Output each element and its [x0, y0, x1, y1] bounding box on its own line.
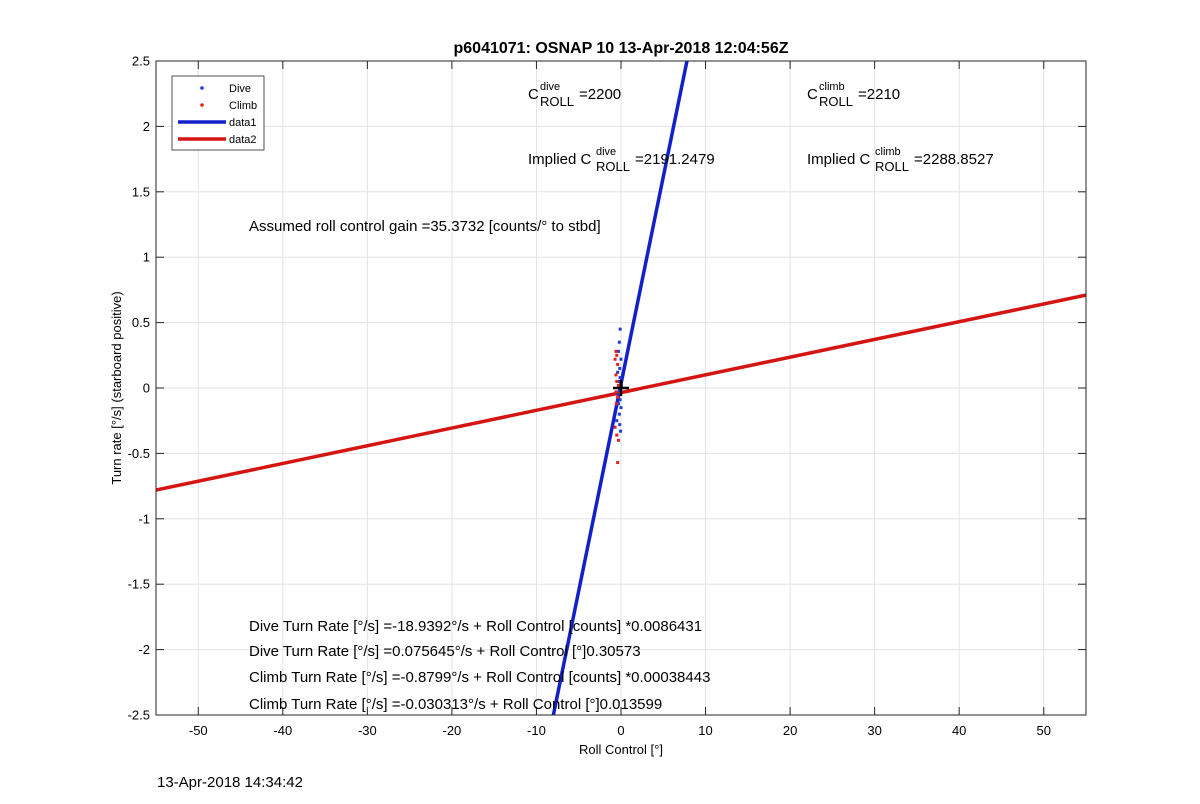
legend-data1-label: data1 — [229, 117, 257, 129]
data-point-dive — [615, 419, 619, 423]
c-dive-base: C — [528, 86, 539, 103]
y-tick-label: -0.5 — [128, 446, 150, 461]
fit-equation-2: Dive Turn Rate [°/s] =0.075645°/s + Roll… — [249, 643, 641, 660]
y-tick-labels: 2.5 2 1.5 1 0.5 0 -0.5 -1 -1.5 -2 -2.5 — [128, 54, 150, 723]
implied-climb-sup: climb — [875, 146, 901, 158]
x-tick-label: -30 — [358, 723, 377, 738]
data-point-climb — [614, 349, 618, 353]
y-tick-label: 2.5 — [132, 54, 150, 69]
c-dive-annotation: C dive ROLL =2200 — [528, 81, 621, 109]
x-tick-label: -10 — [527, 723, 546, 738]
x-tick-label: -50 — [189, 723, 208, 738]
fit-equation-3: Climb Turn Rate [°/s] =-0.8799°/s + Roll… — [249, 669, 710, 686]
data-point-dive — [618, 398, 622, 402]
chart-title: p6041071: OSNAP 10 13-Apr-2018 12:04:56Z — [454, 40, 789, 57]
y-tick-label: 0 — [143, 381, 150, 396]
implied-dive-sub: ROLL — [596, 159, 630, 174]
x-axis-label: Roll Control [°] — [579, 742, 663, 757]
data-point-climb — [614, 373, 618, 377]
footer-timestamp: 13-Apr-2018 14:34:42 — [157, 774, 303, 791]
x-tick-labels: -50 -40 -30 -20 -10 0 10 20 30 40 50 — [189, 723, 1051, 738]
data-point-climb — [616, 438, 620, 442]
data-point-dive — [616, 393, 620, 397]
data-point-dive — [617, 389, 621, 393]
data-point-dive — [616, 402, 620, 406]
legend-dive-label: Dive — [229, 83, 251, 95]
data-point-dive — [617, 340, 621, 344]
x-tick-label: 10 — [698, 723, 712, 738]
data-point-dive — [616, 370, 620, 374]
legend-data2-label: data2 — [229, 134, 257, 146]
data-point-climb — [614, 390, 618, 394]
c-climb-annotation: C climb ROLL =2210 — [807, 81, 900, 109]
ticks — [156, 60, 1086, 716]
y-axis-label: Turn rate [°/s] (starboard positive) — [109, 291, 124, 484]
y-tick-label: 1.5 — [132, 184, 150, 199]
implied-climb-sub: ROLL — [875, 159, 909, 174]
implied-dive-annotation: Implied C dive ROLL =2191.2479 — [528, 146, 715, 174]
x-tick-label: 40 — [952, 723, 966, 738]
fit-equations: Dive Turn Rate [°/s] =-18.9392°/s + Roll… — [249, 618, 710, 713]
data-point-dive — [619, 429, 623, 433]
data-point-climb — [616, 461, 620, 465]
y-tick-label: -2.5 — [128, 708, 150, 723]
implied-climb-prefix: Implied C — [807, 151, 871, 168]
x-tick-label: 0 — [617, 723, 624, 738]
y-tick-label: -1.5 — [128, 577, 150, 592]
gain-annotation: Assumed roll control gain =35.3732 [coun… — [249, 218, 601, 235]
data-point-dive — [617, 412, 621, 416]
data-point-climb — [616, 395, 620, 399]
y-tick-label: 2 — [143, 119, 150, 134]
data-point-climb — [613, 425, 617, 429]
c-climb-sup: climb — [819, 81, 845, 93]
fit-equation-4: Climb Turn Rate [°/s] =-0.030313°/s + Ro… — [249, 696, 662, 713]
implied-dive-sup: dive — [596, 146, 616, 158]
data-point-dive — [617, 379, 621, 383]
legend-climb-marker — [200, 103, 204, 107]
implied-climb-annotation: Implied C climb ROLL =2288.8527 — [807, 146, 994, 174]
legend-climb-label: Climb — [229, 100, 257, 112]
c-climb-value: =2210 — [858, 86, 900, 103]
data-point-climb — [613, 357, 617, 361]
c-climb-base: C — [807, 86, 818, 103]
x-tick-label: 20 — [783, 723, 797, 738]
data-point-dive — [619, 406, 623, 410]
c-dive-value: =2200 — [579, 86, 621, 103]
data-point-climb — [614, 402, 618, 406]
y-tick-label: 0.5 — [132, 315, 150, 330]
implied-dive-value: =2191.2479 — [635, 151, 715, 168]
data-point-dive — [618, 327, 622, 331]
c-climb-sub: ROLL — [819, 94, 853, 109]
data-points — [613, 327, 623, 465]
data-point-climb — [615, 379, 619, 383]
data-point-dive — [618, 366, 622, 370]
y-tick-label: -1 — [138, 511, 150, 526]
data-point-climb — [616, 362, 620, 366]
c-dive-sup: dive — [540, 81, 560, 93]
y-tick-label: 1 — [143, 250, 150, 265]
fit-equation-1: Dive Turn Rate [°/s] =-18.9392°/s + Roll… — [249, 618, 702, 635]
data-point-dive — [618, 376, 622, 380]
data-point-dive — [616, 349, 620, 353]
data-point-climb — [615, 353, 619, 357]
data-point-climb — [616, 383, 620, 387]
data-point-dive — [618, 423, 622, 427]
origin-marker — [613, 380, 629, 396]
y-tick-label: -2 — [138, 642, 150, 657]
legend: Dive Climb data1 data2 — [171, 75, 265, 151]
data-point-dive — [619, 357, 623, 361]
x-tick-label: 50 — [1036, 723, 1050, 738]
legend-dive-marker — [200, 86, 204, 90]
x-tick-label: 30 — [867, 723, 881, 738]
c-dive-sub: ROLL — [540, 94, 574, 109]
implied-dive-prefix: Implied C — [528, 151, 592, 168]
x-tick-label: -20 — [443, 723, 462, 738]
implied-climb-value: =2288.8527 — [914, 151, 994, 168]
x-tick-label: -40 — [273, 723, 292, 738]
data-point-climb — [615, 433, 619, 437]
